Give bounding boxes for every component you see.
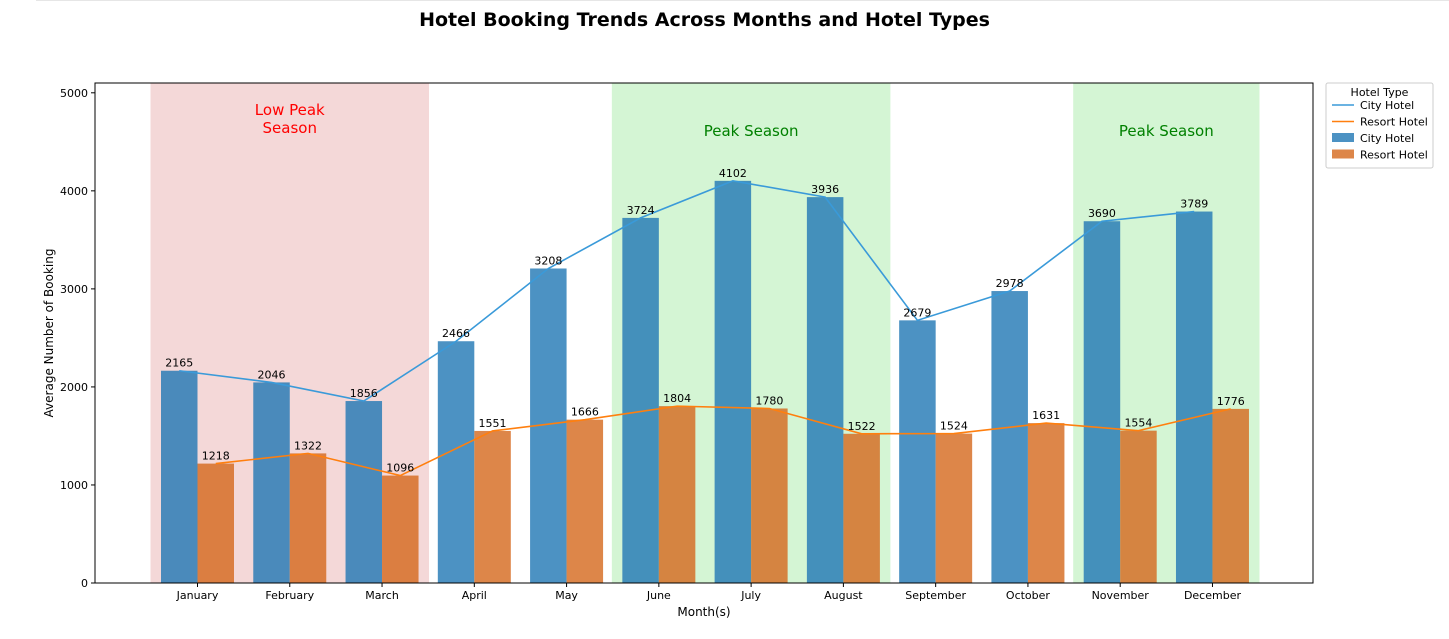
data-label: 1096 <box>386 462 414 475</box>
x-tick-label: March <box>365 589 399 602</box>
y-tick-label: 1000 <box>60 479 88 492</box>
data-label: 1804 <box>663 392 691 405</box>
data-label: 1780 <box>755 394 783 407</box>
x-tick-label: July <box>740 589 761 602</box>
legend-bar-swatch <box>1332 133 1354 142</box>
data-label: 1776 <box>1217 395 1245 408</box>
data-label: 1666 <box>571 406 599 419</box>
y-tick-label: 5000 <box>60 87 88 100</box>
data-label: 1524 <box>940 420 968 433</box>
bar-city-hotel-december <box>1175 211 1213 583</box>
bar-city-hotel-january <box>161 370 198 583</box>
season-label-line: Season <box>263 119 317 137</box>
data-label: 1522 <box>848 420 876 433</box>
bar-resort-hotel-march <box>382 475 419 583</box>
bar-resort-hotel-september <box>935 433 973 583</box>
bars <box>161 180 1249 583</box>
x-tick-label: February <box>265 589 314 602</box>
bar-city-hotel-june <box>622 217 659 583</box>
data-label: 2046 <box>258 368 286 381</box>
legend-bar-label: Resort Hotel <box>1360 149 1428 162</box>
bar-resort-hotel-may <box>566 419 604 583</box>
data-label: 1554 <box>1124 417 1152 430</box>
x-tick-label: October <box>1006 589 1050 602</box>
data-label: 1631 <box>1032 409 1060 422</box>
legend-bar-label: City Hotel <box>1360 132 1414 145</box>
season-label-1: Peak Season <box>704 122 799 140</box>
legend-title: Hotel Type <box>1351 86 1409 99</box>
bar-resort-hotel-october <box>1027 423 1065 583</box>
bar-city-hotel-august <box>806 197 844 583</box>
x-tick-label: May <box>555 589 578 602</box>
data-label: 2679 <box>903 306 931 319</box>
bar-resort-hotel-june <box>658 406 696 583</box>
legend-bar-swatch <box>1332 149 1354 159</box>
data-label: 3789 <box>1180 198 1208 211</box>
data-label: 3936 <box>811 183 839 196</box>
data-label: 3724 <box>627 204 655 217</box>
bar-resort-hotel-december <box>1212 408 1249 583</box>
season-label-2: Peak Season <box>1119 122 1214 140</box>
x-axis-label: Month(s) <box>677 605 730 619</box>
data-label: 3690 <box>1088 207 1116 220</box>
bar-city-hotel-july <box>714 180 752 583</box>
chart-title: Hotel Booking Trends Across Months and H… <box>419 9 990 31</box>
plot-frame <box>94 82 1314 584</box>
season-label-line: Low Peak <box>255 101 325 119</box>
season-label-line: Peak Season <box>1119 122 1214 140</box>
season-label-line: Peak Season <box>704 122 799 140</box>
season-label-0: Low Peak Season <box>255 101 325 137</box>
data-label: 1551 <box>479 417 507 430</box>
legend-line-label: Resort Hotel <box>1360 116 1428 129</box>
data-labels: 2165 2046 1856 2466 3208 3724 4102 3936 2679 2978… <box>165 167 1244 475</box>
y-axis: 0 1000 2000 3000 4000 5000 <box>60 87 95 590</box>
x-axis: January February March April May June July Augu… <box>176 583 1242 602</box>
x-tick-label: December <box>1184 589 1242 602</box>
bar-city-hotel-october <box>991 291 1028 583</box>
bar-city-hotel-march <box>345 401 383 583</box>
line-resort-hotel <box>215 405 1231 477</box>
x-tick-label: June <box>646 589 671 602</box>
bar-city-hotel-april <box>437 341 475 583</box>
x-tick-label: November <box>1092 589 1150 602</box>
data-label: 3208 <box>534 254 562 267</box>
bar-resort-hotel-february <box>289 453 327 583</box>
x-tick-label: April <box>462 589 487 602</box>
y-tick-label: 3000 <box>60 283 88 296</box>
line-city-hotel <box>179 180 1195 402</box>
x-tick-label: August <box>824 589 863 602</box>
data-label: 2165 <box>165 357 193 370</box>
bar-resort-hotel-august <box>843 433 880 583</box>
data-label: 1322 <box>294 439 322 452</box>
data-label: 2466 <box>442 327 470 340</box>
bar-city-hotel-november <box>1083 221 1121 583</box>
data-label: 4102 <box>719 167 747 180</box>
bar-resort-hotel-november <box>1120 430 1157 583</box>
y-tick-label: 2000 <box>60 381 88 394</box>
x-tick-label: January <box>176 589 219 602</box>
y-tick-label: 0 <box>81 577 88 590</box>
bar-city-hotel-september <box>899 320 936 583</box>
y-tick-label: 4000 <box>60 185 88 198</box>
legend-line-label: City Hotel <box>1360 99 1414 112</box>
bar-resort-hotel-january <box>197 463 234 583</box>
y-axis-label: Average Number of Booking <box>42 249 56 418</box>
bar-resort-hotel-july <box>751 408 788 583</box>
bar-resort-hotel-april <box>474 430 511 583</box>
x-tick-label: September <box>905 589 966 602</box>
trend-lines <box>179 180 1231 477</box>
data-label: 1856 <box>350 387 378 400</box>
data-label: 2978 <box>996 277 1024 290</box>
top-divider <box>36 0 1449 1</box>
data-label: 1218 <box>202 450 230 463</box>
bar-city-hotel-february <box>253 382 290 583</box>
